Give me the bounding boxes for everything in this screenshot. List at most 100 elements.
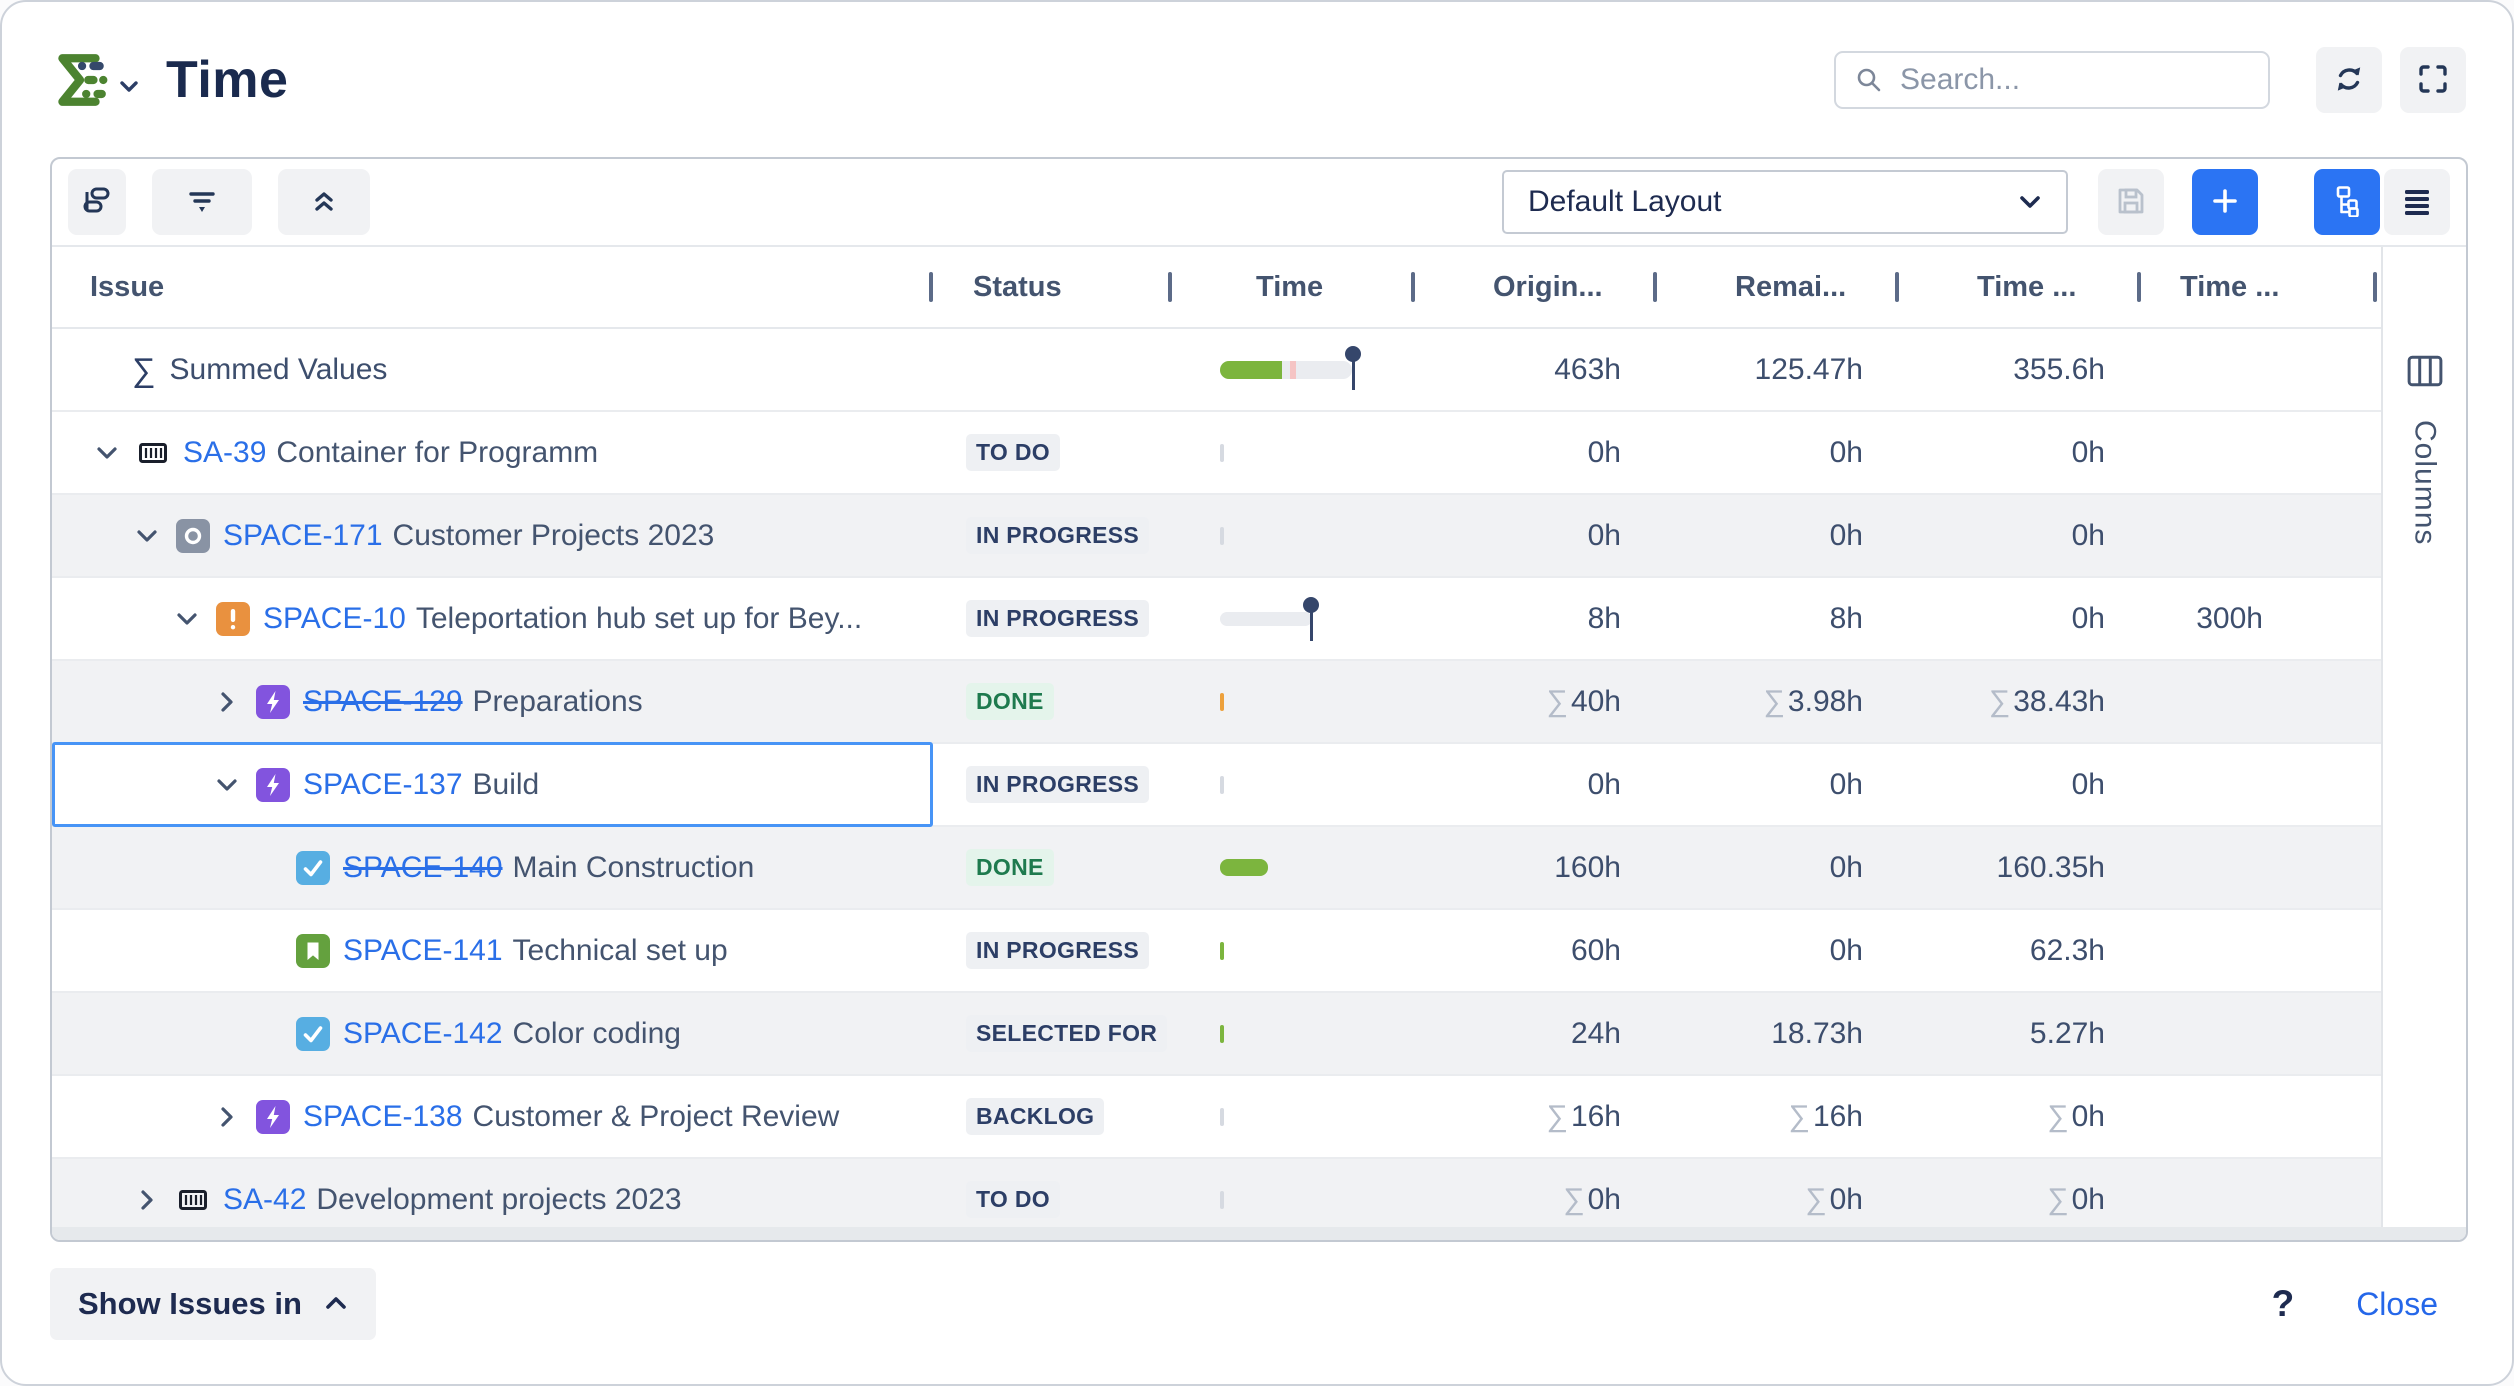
summed-progress-bar — [1220, 345, 1361, 390]
status-badge: BACKLOG — [966, 1098, 1105, 1135]
remaining-estimate-cell: 0h — [1653, 495, 1895, 576]
issue-key-link[interactable]: SPACE-138 — [303, 1099, 463, 1133]
issue-key-link[interactable]: SPACE-129 — [303, 684, 463, 718]
show-issues-in-button[interactable]: Show Issues in — [50, 1268, 376, 1340]
search-box[interactable] — [1834, 51, 2270, 109]
task-icon — [296, 1016, 330, 1051]
cell-value: 16h — [1570, 1099, 1621, 1133]
column-header-time[interactable]: Time ... — [1895, 247, 2137, 327]
time-spent-cell: 0h — [1895, 578, 2137, 659]
issue-key-link[interactable]: SPACE-141 — [343, 933, 503, 967]
chevron-down-icon[interactable] — [166, 611, 208, 627]
summed-time-spent: 355.6h — [2013, 352, 2105, 386]
chevron-up-icon — [324, 1295, 348, 1314]
table-row[interactable]: SPACE-142 Color coding SELECTED FOR 24h 18.7… — [52, 993, 2381, 1076]
time-tick — [1220, 1190, 1224, 1209]
column-header-issue[interactable]: Issue — [52, 247, 929, 327]
status-badge: DONE — [966, 849, 1054, 886]
status-badge: DONE — [966, 683, 1054, 720]
column-header-time[interactable]: Time ... — [2137, 247, 2381, 327]
issue-key-link[interactable]: SPACE-10 — [263, 601, 406, 635]
cell-value: 24h — [1570, 1016, 1621, 1050]
columns-panel-label: Columns — [2408, 420, 2442, 546]
summed-values-label: Summed Values — [169, 352, 388, 386]
original-estimate-cell: 8h — [1411, 578, 1653, 659]
chevron-right-icon[interactable] — [126, 1188, 168, 1212]
status-badge: IN PROGRESS — [966, 766, 1150, 803]
original-estimate-cell: ∑ 16h — [1411, 1076, 1653, 1157]
layout-select[interactable]: Default Layout — [1502, 170, 2068, 234]
chevron-down-icon[interactable] — [86, 445, 128, 461]
issue-key-link[interactable]: SPACE-171 — [223, 518, 383, 552]
status-badge: TO DO — [966, 434, 1060, 471]
save-layout-button[interactable] — [2098, 169, 2164, 235]
time-tick — [1220, 692, 1224, 711]
chevron-right-icon[interactable] — [206, 1105, 248, 1129]
time-with-subs-cell — [2137, 495, 2381, 576]
table-row[interactable]: SPACE-10 Teleportation hub set up for Bey… — [52, 578, 2381, 661]
fullscreen-button[interactable] — [2400, 47, 2466, 113]
issue-key-link[interactable]: SA-39 — [183, 435, 267, 469]
sum-prefix: ∑ — [1788, 1099, 1810, 1133]
status-badge: IN PROGRESS — [966, 517, 1150, 554]
close-link[interactable]: Close — [2356, 1285, 2438, 1322]
timeline-view-button[interactable] — [68, 169, 126, 235]
table-row[interactable]: SPACE-140 Main Construction DONE 160h 0h 160.… — [52, 827, 2381, 910]
table-toolbar: Default Layout — [52, 159, 2466, 247]
table-row[interactable]: SPACE-138 Customer & Project Review BACKLO… — [52, 1076, 2381, 1159]
issue-key-link[interactable]: SPACE-142 — [343, 1016, 503, 1050]
column-header-remai[interactable]: Remai... — [1653, 247, 1895, 327]
column-header-time[interactable]: Time — [1168, 247, 1411, 327]
cell-value: 0h — [2071, 435, 2105, 469]
help-button[interactable]: ? — [2271, 1283, 2295, 1324]
view-switcher-chevron-down-icon[interactable] — [118, 79, 140, 95]
cell-value: 0h — [1829, 518, 1863, 552]
table-row[interactable]: SPACE-137 Build IN PROGRESS 0h 0h 0h — [52, 742, 2381, 827]
gantt-icon — [82, 186, 112, 219]
time-spent-cell: ∑ 38.43h — [1895, 661, 2137, 742]
status-badge: IN PROGRESS — [966, 600, 1150, 637]
cell-value: 0h — [1829, 1182, 1863, 1216]
list-view-button[interactable] — [2384, 169, 2450, 235]
time-spent-cell: ∑ 0h — [1895, 1076, 2137, 1157]
horizontal-scrollbar[interactable] — [52, 1227, 2466, 1240]
refresh-button[interactable] — [2316, 47, 2382, 113]
table-row[interactable]: SPACE-141 Technical set up IN PROGRESS 60h 0… — [52, 910, 2381, 993]
table-row[interactable]: SPACE-129 Preparations DONE ∑ 40h ∑ 3.98h ∑ 38.4… — [52, 661, 2381, 744]
filter-button[interactable] — [152, 169, 252, 235]
table-row[interactable]: SA-39 Container for Programm TO DO 0h 0h 0h — [52, 412, 2381, 495]
original-estimate-cell: 0h — [1411, 744, 1653, 825]
chevron-right-icon[interactable] — [206, 690, 248, 714]
time-cell — [1168, 993, 1411, 1074]
column-header-label: Remai... — [1735, 270, 1847, 303]
sum-prefix: ∑ — [1546, 684, 1568, 718]
tree-view-button[interactable] — [2314, 169, 2380, 235]
add-button[interactable] — [2192, 169, 2258, 235]
table-row[interactable]: SA-42 Development projects 2023 TO DO ∑ 0h ∑ 0… — [52, 1159, 2381, 1240]
time-with-subs-cell — [2137, 993, 2381, 1074]
save-icon — [2114, 184, 2148, 221]
filter-icon — [187, 186, 217, 219]
cell-value: 0h — [1587, 518, 1621, 552]
issue-key-link[interactable]: SPACE-140 — [343, 850, 503, 884]
cell-value: 0h — [1829, 850, 1863, 884]
table-row[interactable]: SPACE-171 Customer Projects 2023 IN PROGRE… — [52, 495, 2381, 578]
time-tick — [1220, 941, 1224, 960]
issue-summary: Build — [472, 767, 540, 801]
time-spent-cell: 160.35h — [1895, 827, 2137, 908]
cell-value: 8h — [1829, 601, 1863, 635]
column-header-status[interactable]: Status — [929, 247, 1168, 327]
time-cell — [1168, 1076, 1411, 1157]
remaining-estimate-cell: 0h — [1653, 910, 1895, 991]
chevron-down-icon[interactable] — [126, 528, 168, 544]
collapse-all-button[interactable] — [278, 169, 370, 235]
cell-value: 0h — [2071, 601, 2105, 635]
column-header-origin[interactable]: Origin... — [1411, 247, 1653, 327]
issue-key-link[interactable]: SA-42 — [223, 1182, 307, 1216]
issue-summary: Preparations — [472, 684, 643, 718]
chevron-down-icon[interactable] — [206, 777, 248, 793]
columns-side-panel[interactable]: Columns — [2381, 247, 2466, 1240]
original-estimate-cell: 60h — [1411, 910, 1653, 991]
search-input[interactable] — [1898, 62, 2222, 98]
issue-key-link[interactable]: SPACE-137 — [303, 767, 463, 801]
